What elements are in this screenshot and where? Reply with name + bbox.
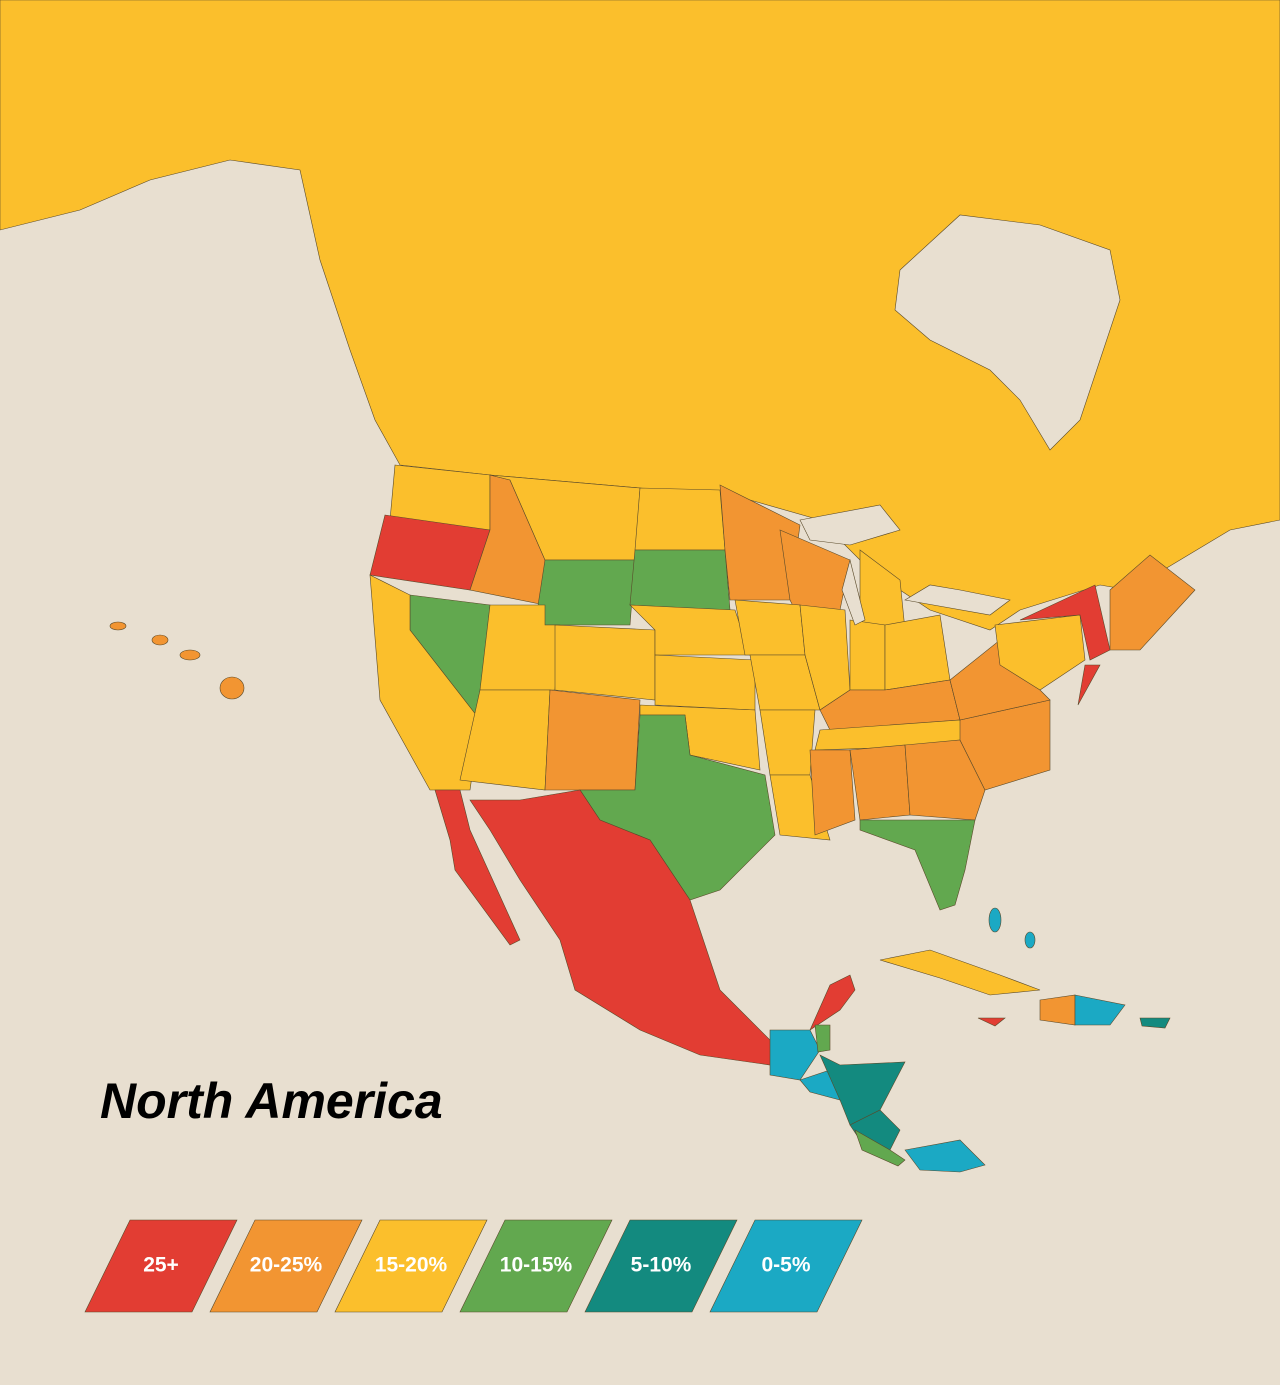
hudson-bay [894,214,1121,451]
region [579,714,776,901]
region [544,689,641,791]
region [759,709,816,776]
legend-swatch [709,1219,863,1313]
legend-label: 20-25% [250,1254,323,1277]
region [994,614,1086,691]
region [151,634,169,646]
region [1019,584,1111,661]
region [849,744,911,821]
region [554,624,656,701]
region [809,749,856,836]
region [654,654,756,711]
legend-swatch [459,1219,613,1313]
legend: 25+ 20-25% 15-20% 10-15% 5-10% 0-5% [84,1219,863,1313]
great-lakes [799,504,901,546]
region [0,0,1280,631]
legend-swatch [209,1219,363,1313]
region [734,599,806,656]
legend-label: 10-15% [500,1254,573,1277]
region [904,1139,986,1173]
region [1109,554,1196,651]
region [1039,994,1076,1026]
region [884,614,951,691]
map-title: North America [100,1073,443,1129]
region [949,639,1051,721]
region [109,621,127,631]
region [977,1017,1006,1027]
great-lakes [904,584,1011,616]
region [854,1129,906,1167]
region [1074,994,1126,1026]
region [988,907,1002,933]
region [769,1029,821,1081]
region [634,487,726,551]
region [1139,1017,1171,1029]
region [719,484,801,601]
region [904,739,986,821]
legend-swatch [84,1219,238,1313]
region [859,819,976,911]
region [1077,664,1101,706]
legend-swatch [584,1219,738,1313]
regions [0,0,1280,1173]
legend-swatch [334,1219,488,1313]
legend-label: 15-20% [375,1254,448,1277]
region [434,789,521,946]
region [879,949,1041,996]
region [1024,931,1036,949]
region [534,559,636,626]
region [629,604,751,656]
region [629,549,731,611]
great-lakes [841,558,866,626]
region [849,619,886,691]
legend-label: 25+ [143,1254,179,1277]
region [179,649,201,661]
legend-label: 0-5% [761,1254,810,1277]
region [814,1024,831,1053]
legend-label: 5-10% [631,1254,692,1277]
region [219,676,245,700]
region [469,789,856,1066]
